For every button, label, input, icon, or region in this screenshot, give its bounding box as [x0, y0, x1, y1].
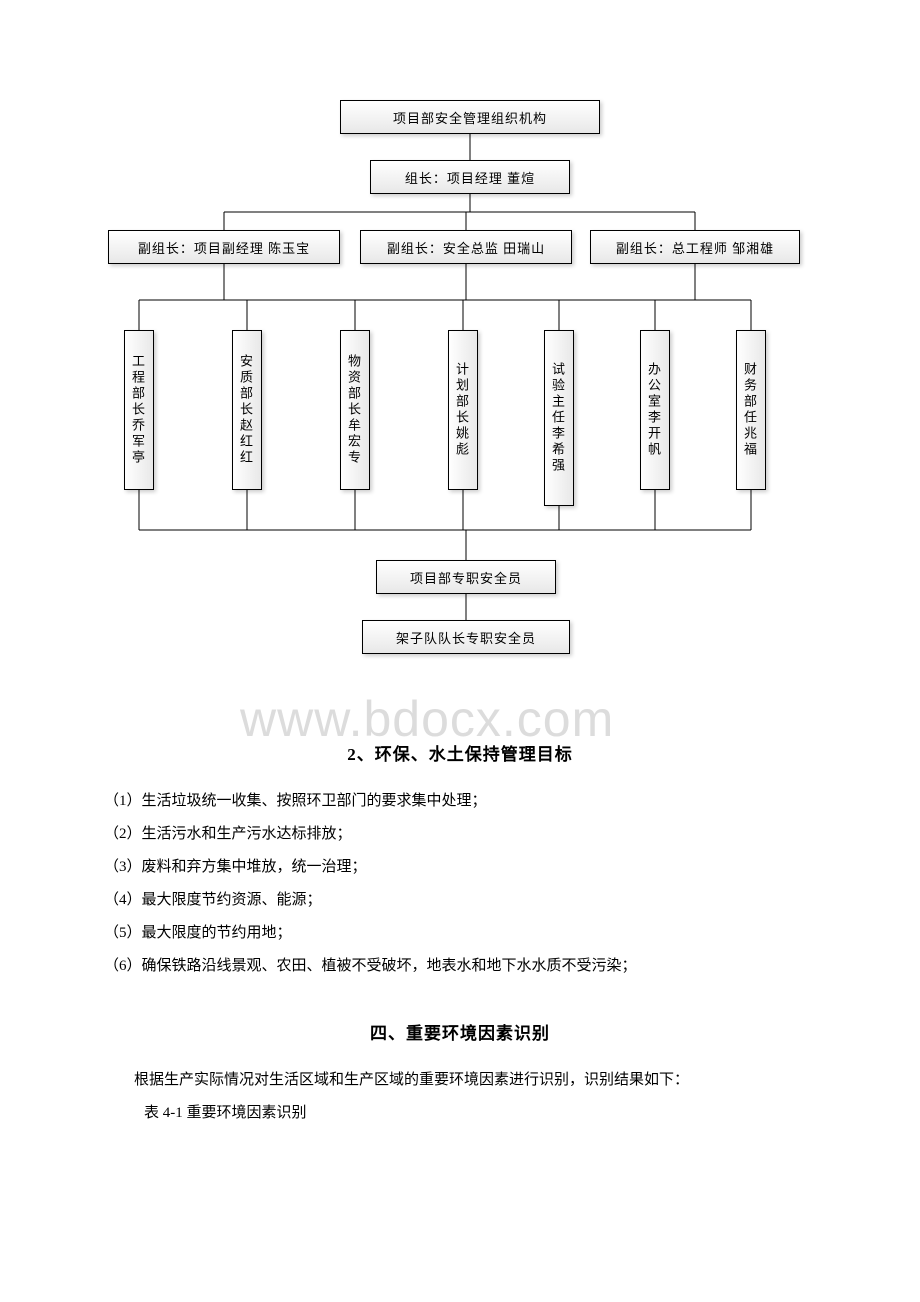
section2-item-5: （5）最大限度的节约用地；: [104, 917, 860, 950]
org-box-team-safety: 架子队队长专职安全员: [362, 620, 570, 654]
section2-title: 2、环保、水土保持管理目标: [60, 740, 860, 765]
org-box-deputy-b: 副组长：安全总监 田瑞山: [360, 230, 572, 264]
section4-intro: 根据生产实际情况对生活区域和生产区域的重要环境因素进行识别，识别结果如下：: [104, 1064, 820, 1097]
org-box-safety-officer: 项目部专职安全员: [376, 560, 556, 594]
section2-item-2: （2）生活污水和生产污水达标排放；: [104, 818, 860, 851]
org-dept-1: 工程部长乔军亭: [124, 330, 154, 490]
org-box-deputy-a: 副组长：项目副经理 陈玉宝: [108, 230, 340, 264]
org-box-root: 项目部安全管理组织机构: [340, 100, 600, 134]
org-dept-5: 试验主任李希强: [544, 330, 574, 506]
section2-item-3: （3）废料和弃方集中堆放，统一治理；: [104, 851, 860, 884]
section2-item-1: （1）生活垃圾统一收集、按照环卫部门的要求集中处理；: [104, 785, 860, 818]
section2-item-6: （6）确保铁路沿线景观、农田、植被不受破坏，地表水和地下水水质不受污染；: [104, 950, 860, 983]
section2-item-4: （4）最大限度节约资源、能源；: [104, 884, 860, 917]
section4-title: 四、重要环境因素识别: [60, 1019, 860, 1044]
org-dept-6: 办公室李开帆: [640, 330, 670, 490]
org-box-deputy-c: 副组长：总工程师 邹湘雄: [590, 230, 800, 264]
org-dept-2: 安质部长赵红红: [232, 330, 262, 490]
org-box-leader: 组长：项目经理 董煊: [370, 160, 570, 194]
org-dept-7: 财务部任兆福: [736, 330, 766, 490]
org-dept-4: 计划部长姚彪: [448, 330, 478, 490]
table-4-1-caption: 表 4-1 重要环境因素识别: [144, 1097, 860, 1130]
org-dept-3: 物资部长牟宏专: [340, 330, 370, 490]
org-chart: 项目部安全管理组织机构 组长：项目经理 董煊 副组长：项目副经理 陈玉宝 副组长…: [60, 100, 860, 700]
